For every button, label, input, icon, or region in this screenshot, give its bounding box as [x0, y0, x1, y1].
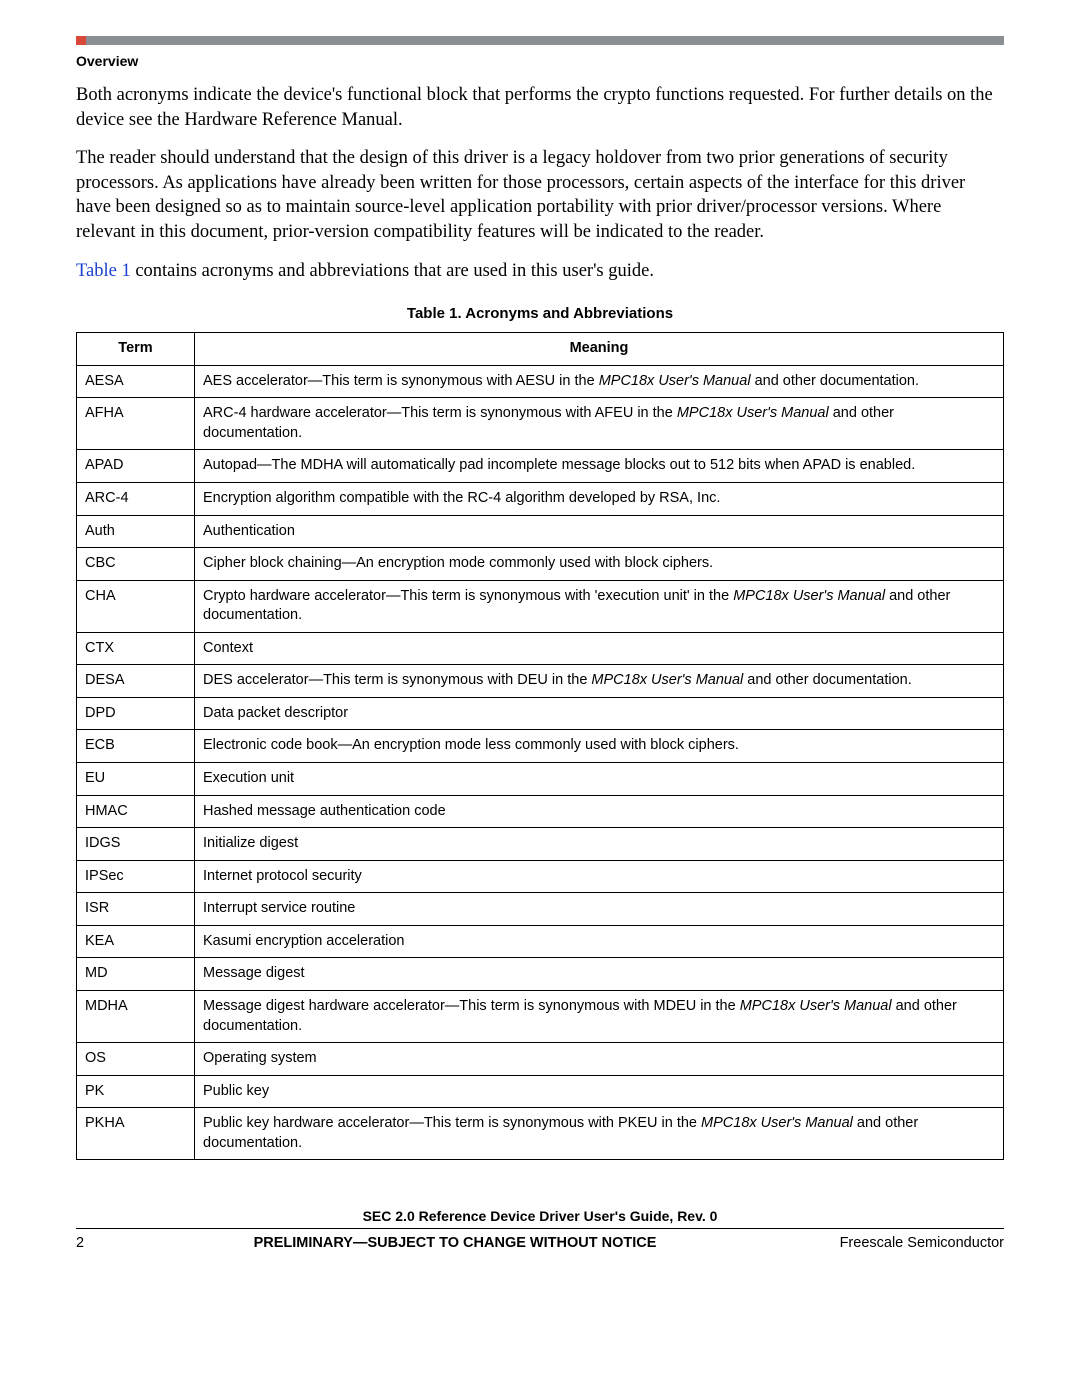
- meaning-cell: DES accelerator—This term is synonymous …: [195, 665, 1004, 698]
- column-header-term: Term: [77, 333, 195, 366]
- table-row: HMAC Hashed message authentication code: [77, 795, 1004, 828]
- term-cell: EU: [77, 763, 195, 796]
- meaning-cell: Authentication: [195, 515, 1004, 548]
- text: DES accelerator—This term is synonymous …: [203, 672, 591, 688]
- table-row: IDGS Initialize digest: [77, 828, 1004, 861]
- footer-rule: [76, 1228, 1004, 1229]
- term-cell: AFHA: [77, 398, 195, 450]
- term-cell: IDGS: [77, 828, 195, 861]
- manual-title: MPC18x User's Manual: [740, 998, 892, 1014]
- meaning-cell: Hashed message authentication code: [195, 795, 1004, 828]
- term-cell: ECB: [77, 730, 195, 763]
- term-cell: MD: [77, 958, 195, 991]
- meaning-cell: AES accelerator—This term is synonymous …: [195, 365, 1004, 398]
- meaning-cell: Initialize digest: [195, 828, 1004, 861]
- table-row: DESA DES accelerator—This term is synony…: [77, 665, 1004, 698]
- table-row: MD Message digest: [77, 958, 1004, 991]
- table-row: AESA AES accelerator—This term is synony…: [77, 365, 1004, 398]
- table-row: ECB Electronic code book—An encryption m…: [77, 730, 1004, 763]
- term-cell: ISR: [77, 893, 195, 926]
- paragraph: Table 1 contains acronyms and abbreviati…: [76, 259, 1004, 284]
- meaning-cell: Data packet descriptor: [195, 697, 1004, 730]
- term-cell: MDHA: [77, 990, 195, 1042]
- meaning-cell: Electronic code book—An encryption mode …: [195, 730, 1004, 763]
- table-row: APAD Autopad—The MDHA will automatically…: [77, 450, 1004, 483]
- company-name: Freescale Semiconductor: [804, 1235, 1004, 1251]
- meaning-cell: ARC-4 hardware accelerator—This term is …: [195, 398, 1004, 450]
- table-caption: Table 1. Acronyms and Abbreviations: [76, 305, 1004, 322]
- header-rule: [76, 36, 1004, 45]
- meaning-cell: Public key: [195, 1075, 1004, 1108]
- paragraph-text: contains acronyms and abbreviations that…: [131, 261, 654, 281]
- meaning-cell: Cipher block chaining—An encryption mode…: [195, 548, 1004, 581]
- manual-title: MPC18x User's Manual: [701, 1115, 853, 1131]
- table-row: ISR Interrupt service routine: [77, 893, 1004, 926]
- meaning-cell: Kasumi encryption acceleration: [195, 925, 1004, 958]
- term-cell: APAD: [77, 450, 195, 483]
- meaning-cell: Message digest: [195, 958, 1004, 991]
- table-row: IPSec Internet protocol security: [77, 860, 1004, 893]
- preliminary-notice: PRELIMINARY—SUBJECT TO CHANGE WITHOUT NO…: [106, 1235, 804, 1251]
- page-number: 2: [76, 1235, 106, 1251]
- text: AES accelerator—This term is synonymous …: [203, 373, 599, 389]
- meaning-cell: Crypto hardware accelerator—This term is…: [195, 580, 1004, 632]
- meaning-cell: Operating system: [195, 1043, 1004, 1076]
- meaning-cell: Encryption algorithm compatible with the…: [195, 482, 1004, 515]
- term-cell: DESA: [77, 665, 195, 698]
- document-page: Overview Both acronyms indicate the devi…: [0, 0, 1080, 1291]
- table-row: OS Operating system: [77, 1043, 1004, 1076]
- page-footer: SEC 2.0 Reference Device Driver User's G…: [76, 1208, 1004, 1251]
- table-row: DPD Data packet descriptor: [77, 697, 1004, 730]
- paragraph: The reader should understand that the de…: [76, 146, 1004, 244]
- meaning-cell: Autopad—The MDHA will automatically pad …: [195, 450, 1004, 483]
- table-row: AFHA ARC-4 hardware accelerator—This ter…: [77, 398, 1004, 450]
- column-header-meaning: Meaning: [195, 333, 1004, 366]
- meaning-cell: Context: [195, 632, 1004, 665]
- table-row: CTX Context: [77, 632, 1004, 665]
- footer-doc-title: SEC 2.0 Reference Device Driver User's G…: [76, 1208, 1004, 1224]
- table-row: KEA Kasumi encryption acceleration: [77, 925, 1004, 958]
- term-cell: DPD: [77, 697, 195, 730]
- manual-title: MPC18x User's Manual: [599, 373, 751, 389]
- table-row: EU Execution unit: [77, 763, 1004, 796]
- term-cell: KEA: [77, 925, 195, 958]
- meaning-cell: Interrupt service routine: [195, 893, 1004, 926]
- term-cell: Auth: [77, 515, 195, 548]
- term-cell: CTX: [77, 632, 195, 665]
- text: ARC-4 hardware accelerator—This term is …: [203, 405, 677, 421]
- paragraph: Both acronyms indicate the device's func…: [76, 83, 1004, 132]
- acronyms-table: Term Meaning AESA AES accelerator—This t…: [76, 332, 1004, 1160]
- term-cell: HMAC: [77, 795, 195, 828]
- term-cell: AESA: [77, 365, 195, 398]
- table-row: CHA Crypto hardware accelerator—This ter…: [77, 580, 1004, 632]
- text: Message digest hardware accelerator—This…: [203, 998, 740, 1014]
- term-cell: CHA: [77, 580, 195, 632]
- text: Crypto hardware accelerator—This term is…: [203, 588, 733, 604]
- table-row: Auth Authentication: [77, 515, 1004, 548]
- term-cell: PKHA: [77, 1108, 195, 1160]
- term-cell: PK: [77, 1075, 195, 1108]
- term-cell: OS: [77, 1043, 195, 1076]
- meaning-cell: Internet protocol security: [195, 860, 1004, 893]
- term-cell: ARC-4: [77, 482, 195, 515]
- table-xref-link[interactable]: Table 1: [76, 261, 131, 281]
- table-row: CBC Cipher block chaining—An encryption …: [77, 548, 1004, 581]
- term-cell: IPSec: [77, 860, 195, 893]
- text: Public key hardware accelerator—This ter…: [203, 1115, 701, 1131]
- table-row: MDHA Message digest hardware accelerator…: [77, 990, 1004, 1042]
- manual-title: MPC18x User's Manual: [733, 588, 885, 604]
- table-header-row: Term Meaning: [77, 333, 1004, 366]
- table-row: ARC-4 Encryption algorithm compatible wi…: [77, 482, 1004, 515]
- meaning-cell: Public key hardware accelerator—This ter…: [195, 1108, 1004, 1160]
- manual-title: MPC18x User's Manual: [591, 672, 743, 688]
- section-heading: Overview: [76, 53, 1004, 69]
- text: and other documentation.: [743, 672, 911, 688]
- table-row: PK Public key: [77, 1075, 1004, 1108]
- meaning-cell: Execution unit: [195, 763, 1004, 796]
- term-cell: CBC: [77, 548, 195, 581]
- text: and other documentation.: [751, 373, 919, 389]
- meaning-cell: Message digest hardware accelerator—This…: [195, 990, 1004, 1042]
- table-row: PKHA Public key hardware accelerator—Thi…: [77, 1108, 1004, 1160]
- manual-title: MPC18x User's Manual: [677, 405, 829, 421]
